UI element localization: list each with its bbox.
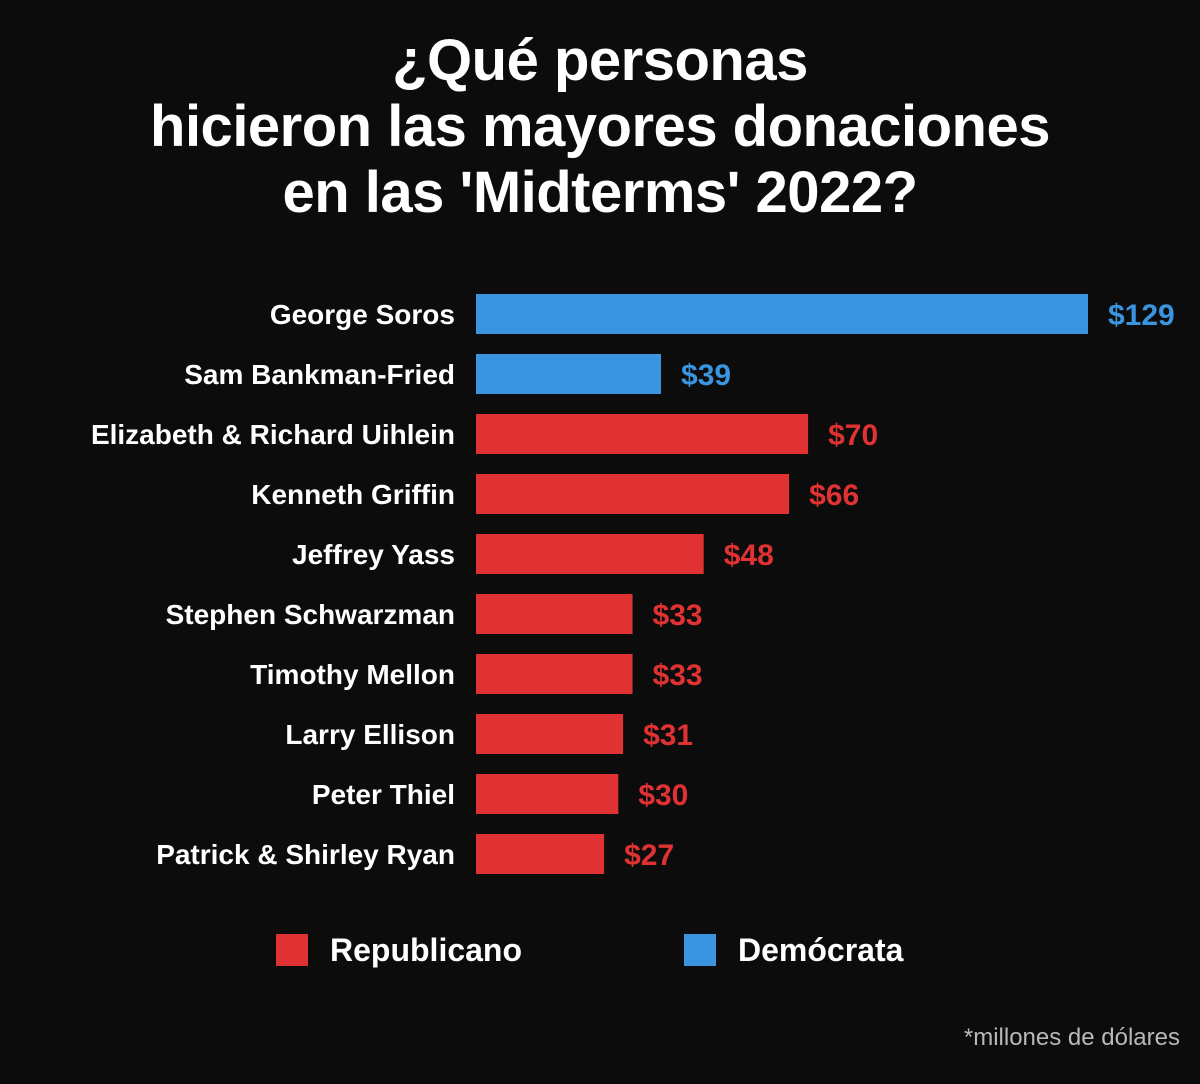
value-label: $48 [724, 539, 774, 572]
category-label: Jeffrey Yass [292, 539, 455, 570]
bar [476, 594, 633, 634]
category-label: Kenneth Griffin [251, 479, 455, 510]
legend-swatch-democrata [684, 934, 716, 966]
legend-label-democrata: Demócrata [738, 931, 904, 968]
title-line-2: hicieron las mayores donaciones [150, 94, 1050, 159]
bar [476, 654, 633, 694]
legend-item-republicano: Republicano [276, 928, 522, 972]
chart-title: ¿Qué personas hicieron las mayores donac… [0, 28, 1200, 226]
legend-label-republicano: Republicano [330, 931, 523, 968]
bar [476, 834, 605, 874]
bar [476, 774, 619, 814]
value-label: $27 [624, 839, 674, 872]
bar [476, 714, 624, 754]
value-label: $66 [809, 479, 859, 512]
category-label: Timothy Mellon [250, 659, 455, 690]
category-label: George Soros [270, 299, 455, 330]
bar [476, 414, 809, 454]
category-label: Peter Thiel [312, 779, 455, 810]
value-label: $31 [643, 719, 693, 752]
bar [476, 474, 790, 514]
value-label: $129 [1108, 299, 1175, 332]
category-label: Stephen Schwarzman [166, 599, 455, 630]
legend-item-democrata: Demócrata [684, 928, 903, 972]
value-label: $70 [828, 419, 878, 452]
bar [476, 534, 704, 574]
value-label: $33 [653, 659, 703, 692]
title-line-3: en las 'Midterms' 2022? [282, 160, 918, 225]
value-label: $33 [653, 599, 703, 632]
title-line-1: ¿Qué personas [392, 28, 808, 93]
legend: Republicano Demócrata [0, 928, 1200, 972]
bar [476, 294, 1088, 334]
legend-swatch-republicano [276, 934, 308, 966]
category-label: Larry Ellison [285, 719, 455, 750]
value-label: $30 [638, 779, 688, 812]
category-label: Elizabeth & Richard Uihlein [91, 419, 455, 450]
value-label: $39 [681, 359, 731, 392]
category-label: Sam Bankman-Fried [184, 359, 455, 390]
bar [476, 354, 662, 394]
category-label: Patrick & Shirley Ryan [156, 839, 455, 870]
bar-chart: George Soros $129 Sam Bankman-Fried $39 Eliz… [91, 294, 1175, 874]
footnote: *millones de dólares [963, 1024, 1180, 1051]
